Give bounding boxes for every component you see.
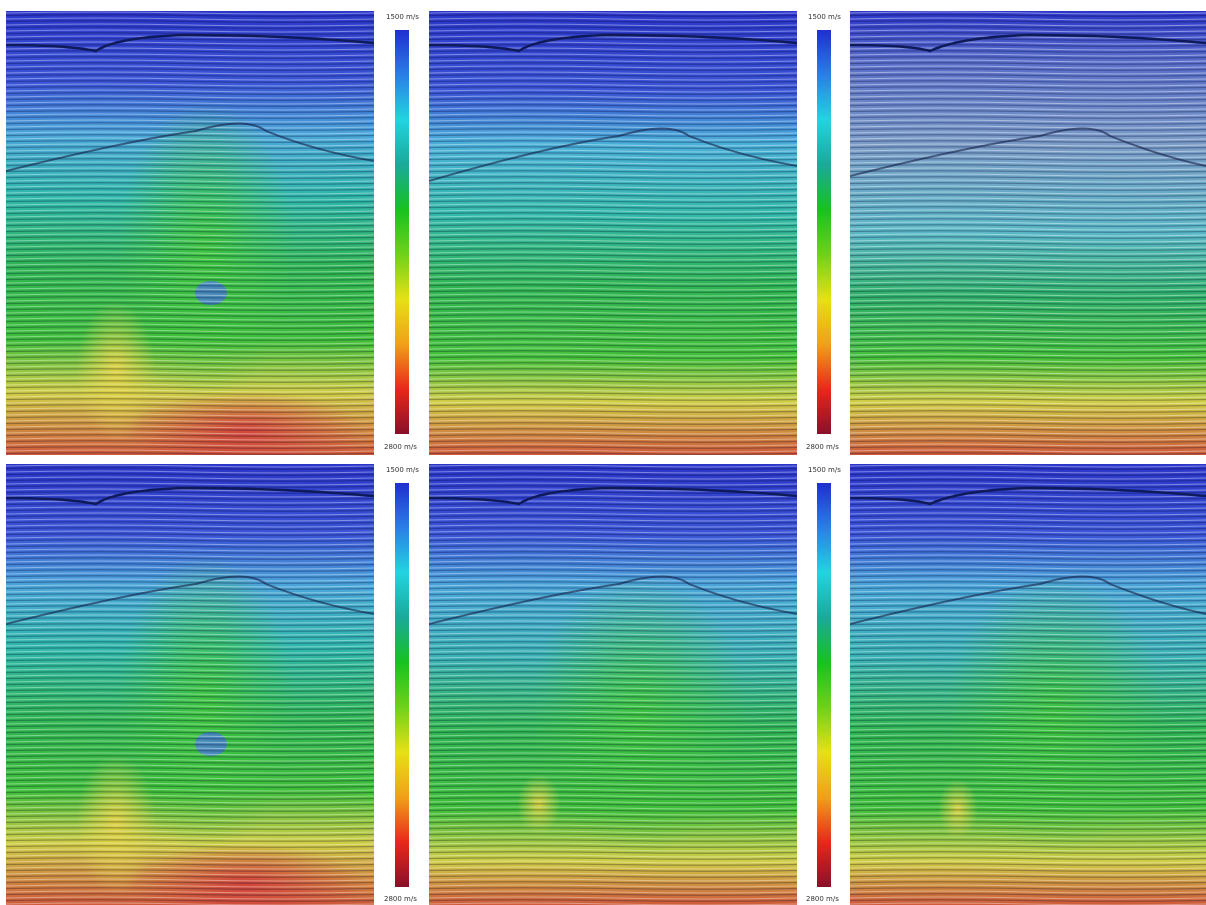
colorbar-top-label: 1500 m/s (808, 13, 841, 21)
seismic-panel-r1c3 (850, 11, 1206, 455)
seismic-velocity-overlay (429, 464, 797, 905)
seismic-velocity-overlay (850, 11, 1206, 455)
seismic-panel-r1c2 (429, 11, 797, 455)
seismic-velocity-overlay (429, 11, 797, 455)
seismic-velocity-overlay (6, 464, 374, 905)
colorbar-bottom-label: 2800 m/s (806, 443, 839, 451)
velocity-colorbar (395, 30, 409, 434)
seismic-velocity-overlay (850, 464, 1206, 905)
colorbar-bottom-label: 2800 m/s (384, 895, 417, 903)
colorbar-bottom-label: 2800 m/s (384, 443, 417, 451)
velocity-colorbar (817, 30, 831, 434)
seismic-panel-r2c2 (429, 464, 797, 905)
seismic-panel-r2c3 (850, 464, 1206, 905)
velocity-colorbar (817, 483, 831, 887)
seismic-velocity-overlay (6, 11, 374, 455)
velocity-colorbar (395, 483, 409, 887)
seismic-panel-r1c1 (6, 11, 374, 455)
colorbar-top-label: 1500 m/s (386, 466, 419, 474)
colorbar-top-label: 1500 m/s (808, 466, 841, 474)
colorbar-bottom-label: 2800 m/s (806, 895, 839, 903)
seismic-panel-r2c1 (6, 464, 374, 905)
colorbar-top-label: 1500 m/s (386, 13, 419, 21)
